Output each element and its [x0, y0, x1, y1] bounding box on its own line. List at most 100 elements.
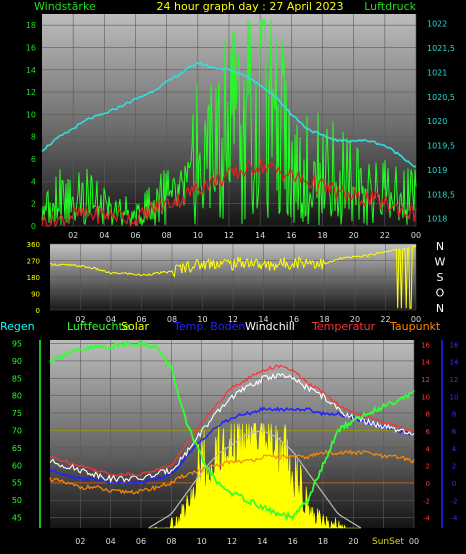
- time-tick-label: 06: [136, 537, 146, 546]
- luftdruck-label: Luftdruck: [364, 0, 416, 13]
- humidity-tick-label: 45: [12, 514, 22, 523]
- pressure-tick-label: 1021,5: [427, 44, 455, 53]
- temperature-line: [49, 364, 415, 477]
- legend-temp_boden: Temp. Boden: [173, 320, 245, 333]
- legend-taupunkt: Taupunkt: [389, 320, 441, 333]
- soil-tick-label: 2: [452, 463, 456, 471]
- time-tick-label: 08: [166, 537, 176, 546]
- pressure-tick-label: 1019,5: [427, 142, 455, 151]
- time-tick-label: 10: [193, 231, 203, 240]
- wind-gust-line: [41, 19, 417, 226]
- pressure-tick-label: 1020,5: [427, 93, 455, 102]
- time-tick-label: 16: [288, 537, 298, 546]
- humidity-tick-label: 50: [12, 496, 22, 505]
- wind-tick-label: 2: [31, 200, 36, 209]
- wind-tick-label: 4: [31, 177, 36, 186]
- temperature-tick-label: 8: [426, 411, 430, 419]
- time-tick-label: 06: [130, 231, 140, 240]
- soil-tick-label: 12: [450, 376, 459, 384]
- wind-pressure-axes: 02468101214161810181018,510191019,510201…: [26, 20, 455, 240]
- humidity-tick-label: 70: [12, 427, 22, 436]
- direction-tick-label: 360: [27, 241, 40, 249]
- time-tick-label: 12: [227, 537, 237, 546]
- time-tick-label: 02: [75, 315, 85, 324]
- soil-tick-label: 10: [450, 393, 459, 401]
- wind-direction-series: [49, 244, 417, 309]
- temperature-tick-label: 16: [421, 341, 430, 349]
- time-tick-label: 20: [348, 537, 358, 546]
- time-tick-label: 04: [106, 537, 116, 546]
- temperature-tick-label: 10: [421, 393, 430, 401]
- time-tick-label: 16: [289, 315, 299, 324]
- time-tick-label: 20: [349, 231, 359, 240]
- direction-tick-label: 180: [27, 274, 40, 282]
- compass-o: O: [436, 287, 445, 300]
- dewpoint-line: [49, 449, 415, 495]
- wind-tick-label: 0: [31, 222, 36, 231]
- humidity-line: [49, 339, 415, 521]
- pressure-tick-label: 1022: [427, 20, 447, 29]
- temperature-tick-label: 4: [426, 445, 431, 453]
- time-tick-label: 14: [257, 537, 267, 546]
- soil-tick-label: 0: [452, 480, 456, 488]
- time-tick-label: 20: [350, 315, 360, 324]
- wind-direction-axes: 0 90 180 270 360 02 04 06 08 10 12 14 16 18 20 22 00: [27, 241, 421, 324]
- time-tick-label: 08: [162, 231, 172, 240]
- climate-series: [49, 339, 415, 530]
- humidity-tick-label: 95: [12, 339, 22, 348]
- time-tick-label: 12: [228, 315, 238, 324]
- wind-tick-label: 8: [31, 133, 36, 142]
- soil-tick-label: 14: [450, 359, 459, 367]
- soil-tick-label: 4: [452, 445, 457, 453]
- humidity-tick-label: 85: [12, 374, 22, 383]
- time-tick-label: 12: [224, 231, 234, 240]
- wind-tick-label: 14: [26, 66, 36, 75]
- humidity-tick-label: 55: [12, 479, 22, 488]
- humidity-tick-label: 75: [12, 409, 22, 418]
- direction-tick-label: 90: [31, 291, 40, 299]
- legend-solar: Solar: [121, 320, 150, 333]
- time-tick-label: 00: [409, 537, 419, 546]
- soil-tick-label: 16: [450, 341, 459, 349]
- soil-tick-label: -4: [451, 515, 459, 523]
- temperature-tick-label: 2: [426, 463, 430, 471]
- soil-tick-label: -2: [451, 497, 458, 505]
- graph-title: 24 hour graph day : 27 April 2023: [157, 0, 344, 13]
- pressure-line: [41, 61, 417, 168]
- wind-tick-label: 6: [31, 155, 36, 164]
- time-tick-label: 00: [411, 315, 421, 324]
- legend-temperatur: Temperatur: [311, 320, 376, 333]
- temperature-tick-label: 12: [421, 376, 430, 384]
- time-tick-label: 18: [318, 537, 328, 546]
- compass-w: W: [435, 256, 446, 269]
- wind-pressure-grid: [42, 14, 417, 227]
- time-tick-label: 06: [136, 315, 146, 324]
- wind-pressure-series: [41, 19, 417, 228]
- time-tick-label: 22: [380, 231, 390, 240]
- humidity-tick-label: 80: [12, 392, 22, 401]
- wind-tick-label: 16: [26, 43, 36, 52]
- time-tick-label: 22: [380, 315, 390, 324]
- time-tick-label: 10: [197, 315, 207, 324]
- soil-tick-label: 8: [452, 411, 456, 419]
- pressure-tick-label: 1020: [427, 117, 447, 126]
- temperature-tick-label: -4: [423, 515, 431, 523]
- compass-n: N: [436, 302, 444, 315]
- temperature-tick-label: 6: [426, 428, 431, 436]
- time-tick-label: 08: [167, 315, 177, 324]
- windstaerke-label: Windstärke: [34, 0, 96, 13]
- wind-tick-label: 10: [26, 110, 36, 119]
- pressure-tick-label: 1019: [427, 166, 447, 175]
- temperature-tick-label: -2: [423, 497, 430, 505]
- compass-s: S: [437, 271, 444, 284]
- temperature-tick-label: 0: [426, 480, 430, 488]
- time-tick-label: 16: [286, 231, 296, 240]
- legend-luftfeuchte: Luftfeuchte: [67, 320, 130, 333]
- time-tick-label: 02: [68, 231, 78, 240]
- wind-tick-label: 12: [26, 88, 36, 97]
- pressure-tick-label: 1018,5: [427, 190, 455, 199]
